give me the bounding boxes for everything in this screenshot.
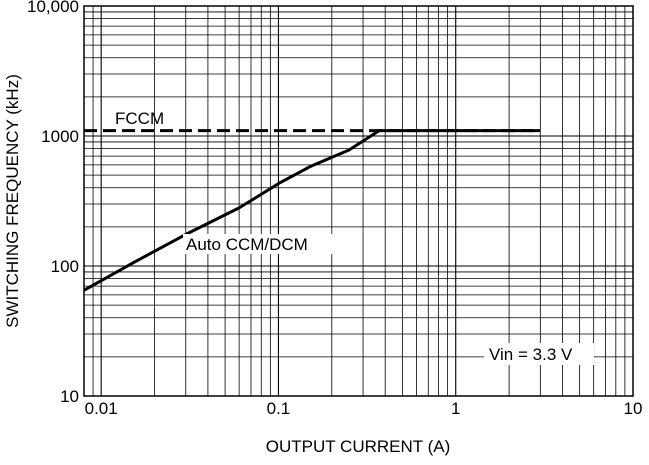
plot-frame (83, 5, 634, 397)
x-tick-label: 0.01 (85, 399, 118, 418)
series-line-auto-ccm-dcm (83, 129, 541, 292)
y-tick-label: 1000 (41, 127, 79, 146)
y-tick-label: 10 (60, 387, 79, 406)
annotation-fccm: FCCM (115, 109, 164, 128)
tick-labels: 0.01 0.1 1 10 10 100 1000 10,000 (27, 0, 642, 418)
annotation-auto-ccm-dcm: Auto CCM/DCM (186, 235, 308, 254)
annotation-vin-background (484, 343, 594, 365)
y-tick-label: 10,000 (27, 0, 79, 16)
annotation-vin: Vin = 3.3 V (489, 345, 573, 364)
x-tick-label: 0.1 (267, 399, 291, 418)
annotation-auto-ccm-dcm-background (183, 234, 345, 254)
x-axis-label: OUTPUT CURRENT (A) (266, 437, 451, 456)
x-tick-label: 10 (624, 399, 643, 418)
grid (84, 6, 633, 396)
series-layer (83, 129, 541, 292)
y-axis-label: SWITCHING FREQUENCY (kHz) (3, 74, 22, 328)
x-tick-label: 1 (451, 399, 460, 418)
y-tick-label: 100 (51, 257, 79, 276)
